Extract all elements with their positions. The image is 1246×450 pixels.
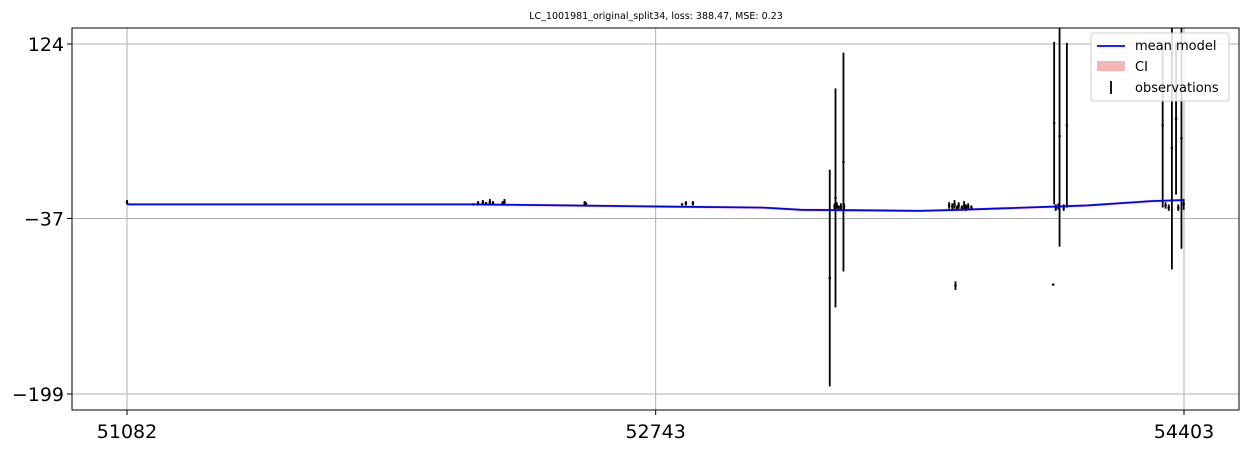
observation-point [828, 277, 831, 280]
observation-point [834, 196, 837, 199]
observation-point [1167, 206, 1170, 209]
observation-point [954, 284, 957, 287]
mean-model-layer [127, 199, 1185, 212]
observation-point [960, 206, 964, 209]
legend-observations-label: observations [1135, 81, 1219, 96]
observation-point [1170, 147, 1174, 150]
ci-band [127, 198, 1184, 213]
observation-point [583, 202, 586, 205]
x-tick-label: 52743 [625, 421, 685, 443]
observation-point [503, 201, 506, 204]
observation-point [684, 202, 688, 205]
observation-point [501, 202, 504, 205]
observation-point [691, 202, 695, 205]
observation-point [1164, 204, 1167, 207]
observation-point [842, 205, 846, 208]
observation-point [947, 204, 951, 207]
observation-point [484, 202, 488, 205]
legend-ci-label: CI [1135, 60, 1148, 75]
observation-point [833, 205, 836, 208]
observation-point [1054, 206, 1057, 209]
x-tick-label: 54403 [1154, 421, 1214, 443]
observation-point [1051, 283, 1055, 286]
observation-point [837, 206, 840, 209]
observation-point [680, 203, 684, 206]
y-tick-label: −37 [24, 208, 64, 230]
observation-point [1052, 122, 1056, 125]
observations-layer [125, 28, 1185, 387]
observation-point [1180, 137, 1183, 140]
observation-point [1161, 124, 1164, 127]
grid [72, 28, 1239, 410]
observation-point [842, 161, 845, 164]
observation-point [1058, 135, 1061, 138]
observation-point [125, 201, 129, 204]
observation-point [962, 204, 966, 207]
legend-ci-swatch [1097, 61, 1125, 71]
legend-box [1090, 32, 1230, 102]
observation-point [951, 205, 954, 208]
axes-ticks: 51082 52743 54403 124 −37 −199 [12, 34, 1214, 443]
observation-point [584, 203, 588, 206]
observation-point [955, 206, 959, 209]
chart-title: LC_1001981_original_split34, loss: 388.4… [529, 11, 783, 22]
observation-point [481, 201, 485, 204]
observation-point [970, 206, 973, 209]
observation-point [476, 202, 480, 205]
observation-point [1065, 124, 1069, 127]
observation-point [967, 205, 970, 208]
y-tick-label: −199 [12, 384, 64, 406]
observation-point [488, 201, 492, 204]
observation-point [491, 202, 495, 205]
observation-point [964, 206, 968, 209]
observation-point [953, 203, 956, 206]
observation-point [1182, 203, 1185, 206]
mean-model-line [127, 199, 1185, 212]
x-tick-label: 51082 [97, 421, 157, 443]
observation-point [1177, 206, 1180, 209]
observation-point [957, 204, 960, 207]
observation-point [835, 204, 838, 207]
ci-band-area [127, 198, 1184, 213]
observation-point [839, 205, 843, 208]
legend: mean model CI observations [1090, 32, 1230, 102]
y-tick-label: 124 [28, 34, 64, 56]
observation-point [1174, 117, 1178, 120]
observation-point [1062, 206, 1065, 209]
legend-mean-model-label: mean model [1135, 39, 1216, 54]
